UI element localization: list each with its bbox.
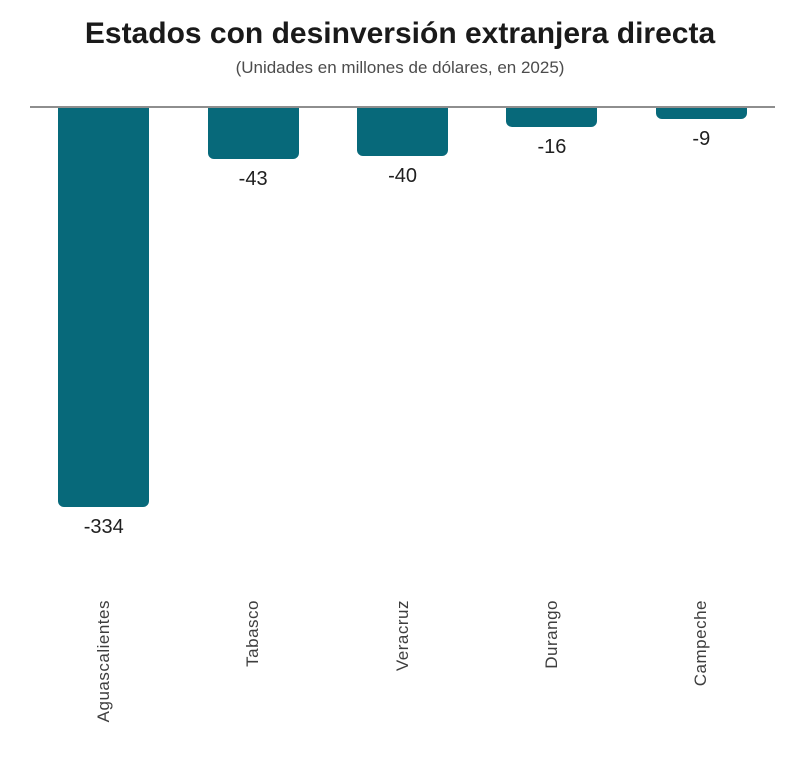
bar-aguascalientes	[58, 108, 150, 507]
category-cell-durango: Durango	[477, 600, 626, 768]
category-label-veracruz: Veracruz	[392, 600, 412, 672]
bar-value-label-durango: -16	[537, 136, 567, 158]
chart-title: Estados con desinversión extranjera dire…	[84, 17, 716, 50]
bar-column-veracruz: -40	[328, 108, 477, 539]
bar-campeche	[655, 108, 747, 119]
bar-column-campeche: -9	[627, 108, 776, 539]
bar-plot-area: -334 -43 -40 -16 -9	[29, 108, 776, 539]
x-axis-category-labels: Aguascalientes Tabasco Veracruz Durango Camp…	[29, 600, 776, 768]
bar-value-label-campeche: -9	[692, 128, 711, 150]
chart-header: Estados con desinversión extranjera dire…	[0, 0, 800, 106]
bar-column-durango: -16	[477, 108, 626, 539]
bar-value-label-aguascalientes: -334	[83, 516, 124, 538]
category-cell-tabasco: Tabasco	[178, 600, 327, 768]
category-cell-aguascalientes: Aguascalientes	[29, 600, 178, 768]
chart-subtitle: (Unidades en millones de dólares, en 202…	[235, 58, 565, 77]
bar-chart: -334 -43 -40 -16 -9	[0, 106, 800, 562]
bar-column-tabasco: -43	[178, 108, 327, 539]
category-cell-veracruz: Veracruz	[328, 600, 477, 768]
zero-baseline-axis	[30, 106, 775, 108]
category-label-durango: Durango	[541, 600, 561, 669]
bar-value-label-tabasco: -43	[238, 168, 268, 190]
category-label-campeche: Campeche	[691, 600, 711, 687]
bar-durango	[506, 108, 598, 127]
bar-tabasco	[207, 108, 299, 159]
bar-value-label-veracruz: -40	[388, 165, 417, 187]
category-cell-campeche: Campeche	[627, 600, 776, 768]
bar-column-aguascalientes: -334	[29, 108, 178, 539]
category-label-aguascalientes: Aguascalientes	[93, 600, 113, 723]
category-label-tabasco: Tabasco	[243, 600, 263, 667]
bar-veracruz	[357, 108, 449, 156]
